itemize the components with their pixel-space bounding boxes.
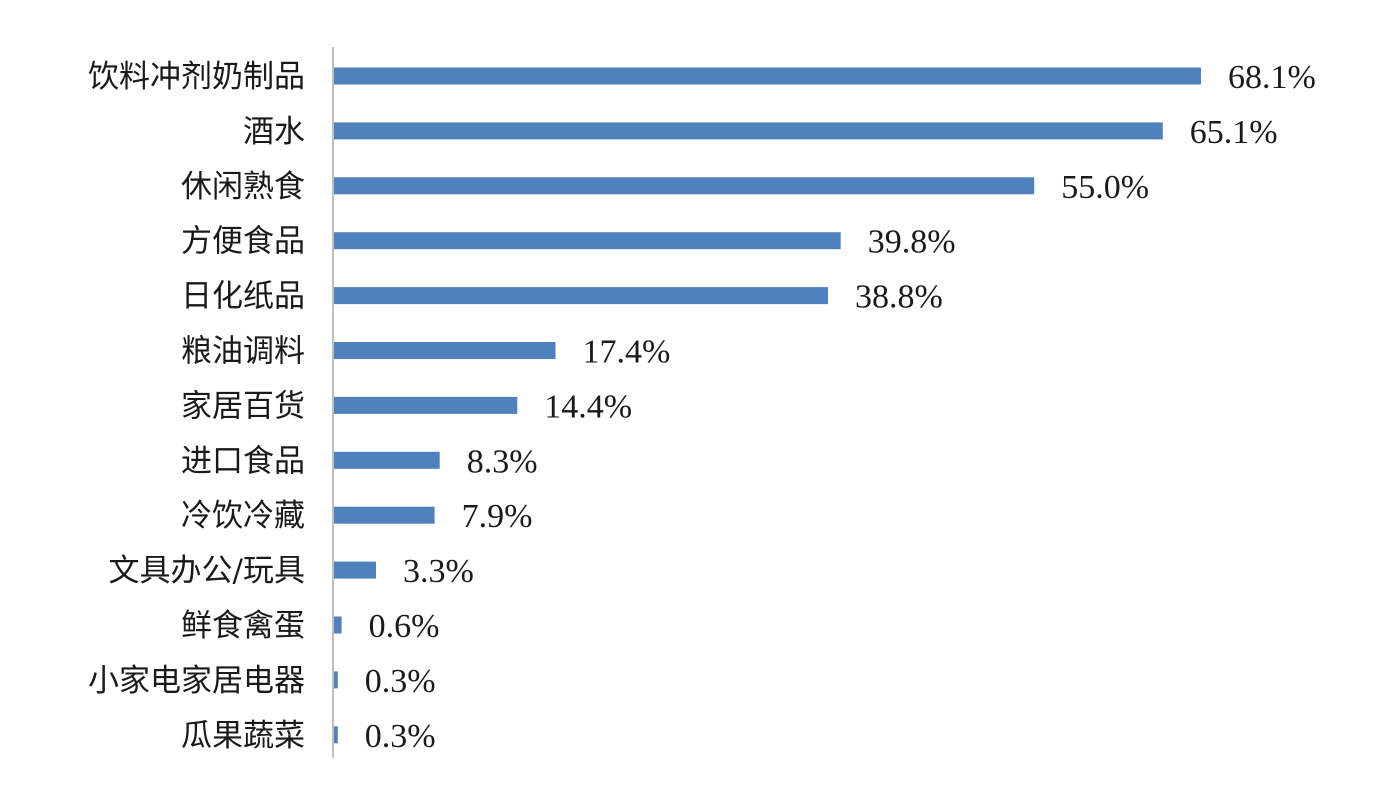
value-label-9: 3.3% [403,553,474,590]
category-label-6: 家居百货 [181,388,305,424]
value-label-11: 0.3% [365,663,436,700]
bar-6 [334,396,518,414]
category-label-3: 方便食品 [181,224,305,260]
bars-layer [334,67,1201,744]
value-label-8: 7.9% [462,498,533,535]
bar-9 [334,561,376,579]
category-label-1: 酒水 [243,114,305,150]
value-label-6: 14.4% [544,388,632,425]
category-label-5: 粮油调料 [181,334,305,370]
value-label-1: 65.1% [1190,114,1278,151]
bar-10 [334,616,342,634]
bar-8 [334,506,435,524]
bar-2 [334,177,1035,195]
value-label-5: 17.4% [583,334,671,371]
bar-0 [334,67,1201,85]
bar-5 [334,342,556,359]
value-label-3: 39.8% [868,224,956,261]
category-label-7: 进口食品 [181,443,305,479]
bar-4 [334,287,828,305]
category-label-2: 休闲熟食 [181,169,305,205]
category-label-0: 饮料冲剂奶制品 [88,59,305,95]
bar-12 [334,726,338,744]
category-label-9: 文具办公/玩具 [109,553,305,589]
value-label-4: 38.8% [855,279,943,316]
bar-7 [334,451,440,469]
value-label-12: 0.3% [365,718,436,755]
bar-11 [334,671,338,689]
value-label-2: 55.0% [1061,169,1149,206]
value-label-0: 68.1% [1228,59,1316,96]
category-label-12: 瓜果蔬菜 [181,718,305,754]
bar-3 [334,232,841,250]
category-label-11: 小家电家居电器 [88,663,305,699]
category-label-4: 日化纸品 [181,279,305,315]
category-labels: 饮料冲剂奶制品酒水休闲熟食方便食品日化纸品粮油调料家居百货进口食品冷饮冷藏文具办… [88,59,305,754]
value-label-7: 8.3% [467,443,538,480]
value-labels: 68.1% 65.1% 55.0% 39.8% 38.8% 17.4% 14.4%8.3% 7… [365,59,1316,755]
category-label-8: 冷饮冷藏 [181,498,305,534]
category-label-10: 鲜食禽蛋 [181,608,305,644]
bar-1 [334,122,1163,140]
value-label-10: 0.6% [369,608,440,645]
